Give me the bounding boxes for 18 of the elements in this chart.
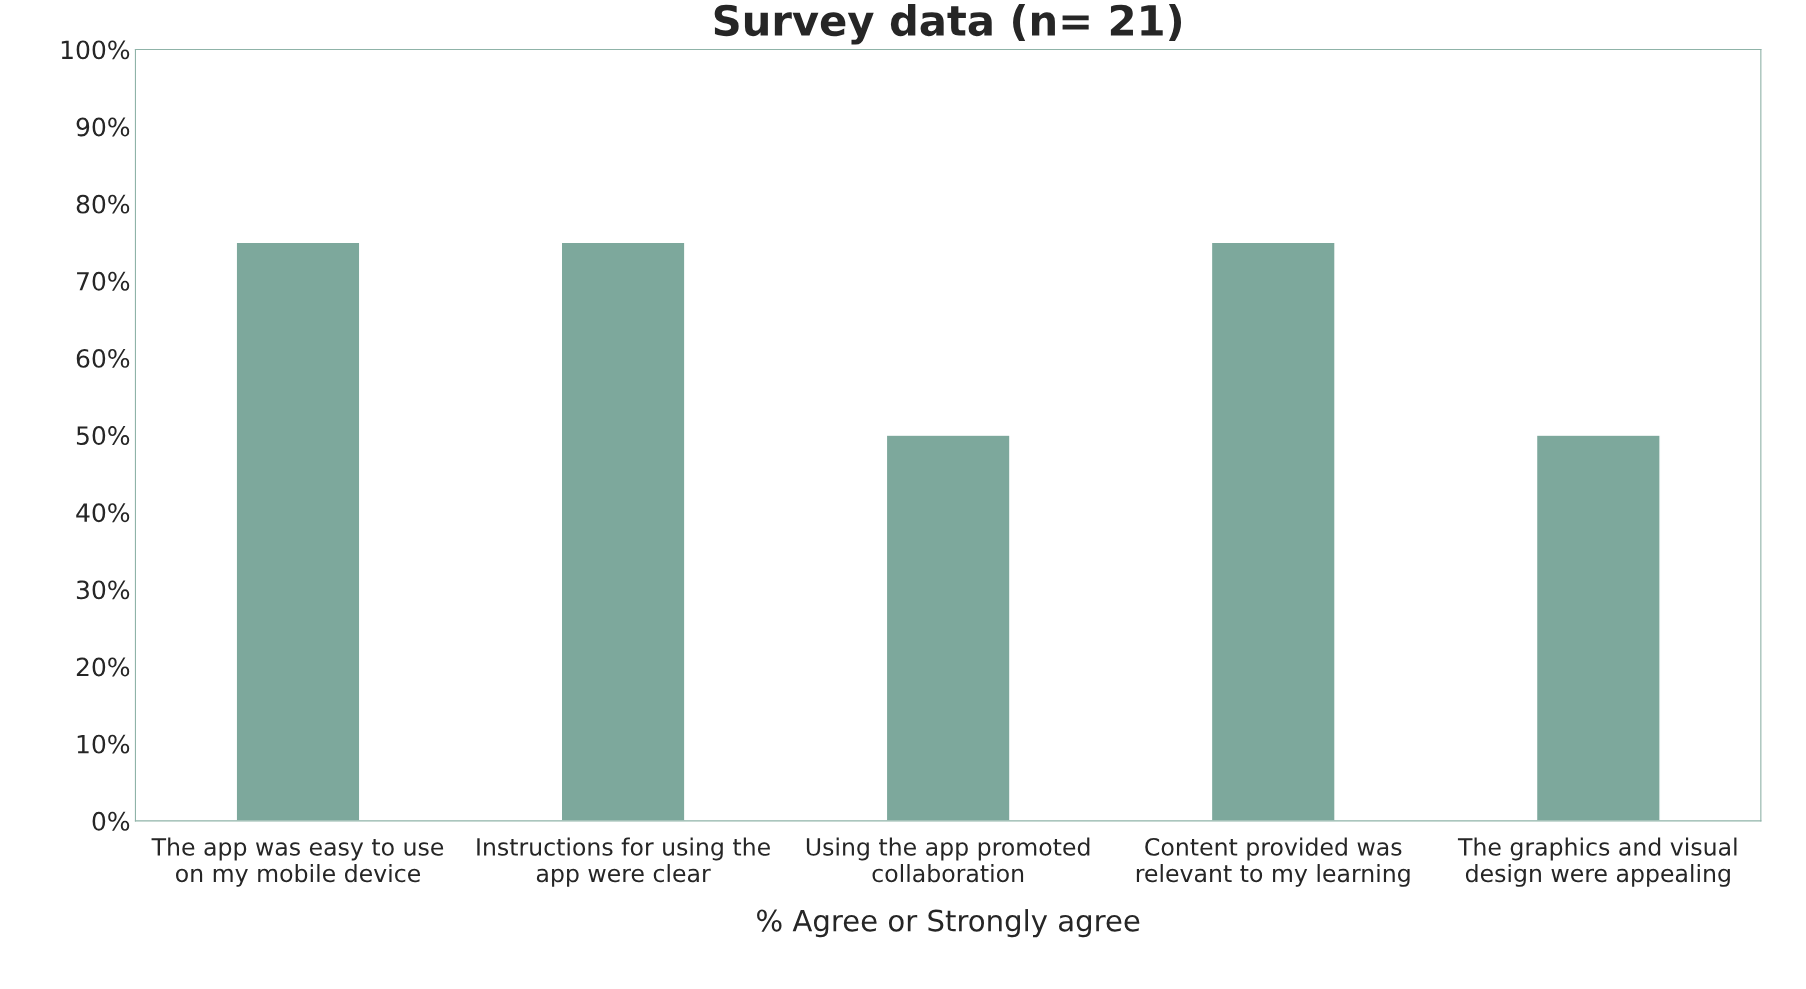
- y-tick-label: 70%: [77, 271, 130, 291]
- x-axis-title: % Agree or Strongly agree: [757, 909, 1140, 938]
- y-tick-label: 90%: [76, 117, 130, 137]
- y-tick-label: 10%: [77, 734, 130, 754]
- x-tick-label: The app was easy to use on my mobile device: [151, 837, 444, 887]
- y-tick-label: 0%: [92, 811, 130, 831]
- y-tick-label: 40%: [76, 503, 130, 523]
- y-tick-label: 60%: [76, 348, 130, 368]
- x-tick-label: Content provided was relevant to my learning: [1136, 837, 1410, 887]
- x-tick-label: Using the app promoted collaboration: [806, 837, 1090, 883]
- y-tick-label: 20%: [76, 657, 130, 677]
- y-tick-label: 50%: [76, 426, 130, 446]
- chart-title: Survey data (n= 21): [714, 3, 1182, 45]
- y-tick-label: 30%: [76, 580, 130, 600]
- y-tick-label: 100%: [61, 40, 130, 60]
- x-tick-label: Instructions for using the app were clear: [477, 837, 770, 887]
- x-tick-label: The graphics and visual design were appealing: [1457, 837, 1737, 887]
- y-tick-label: 80%: [76, 194, 130, 214]
